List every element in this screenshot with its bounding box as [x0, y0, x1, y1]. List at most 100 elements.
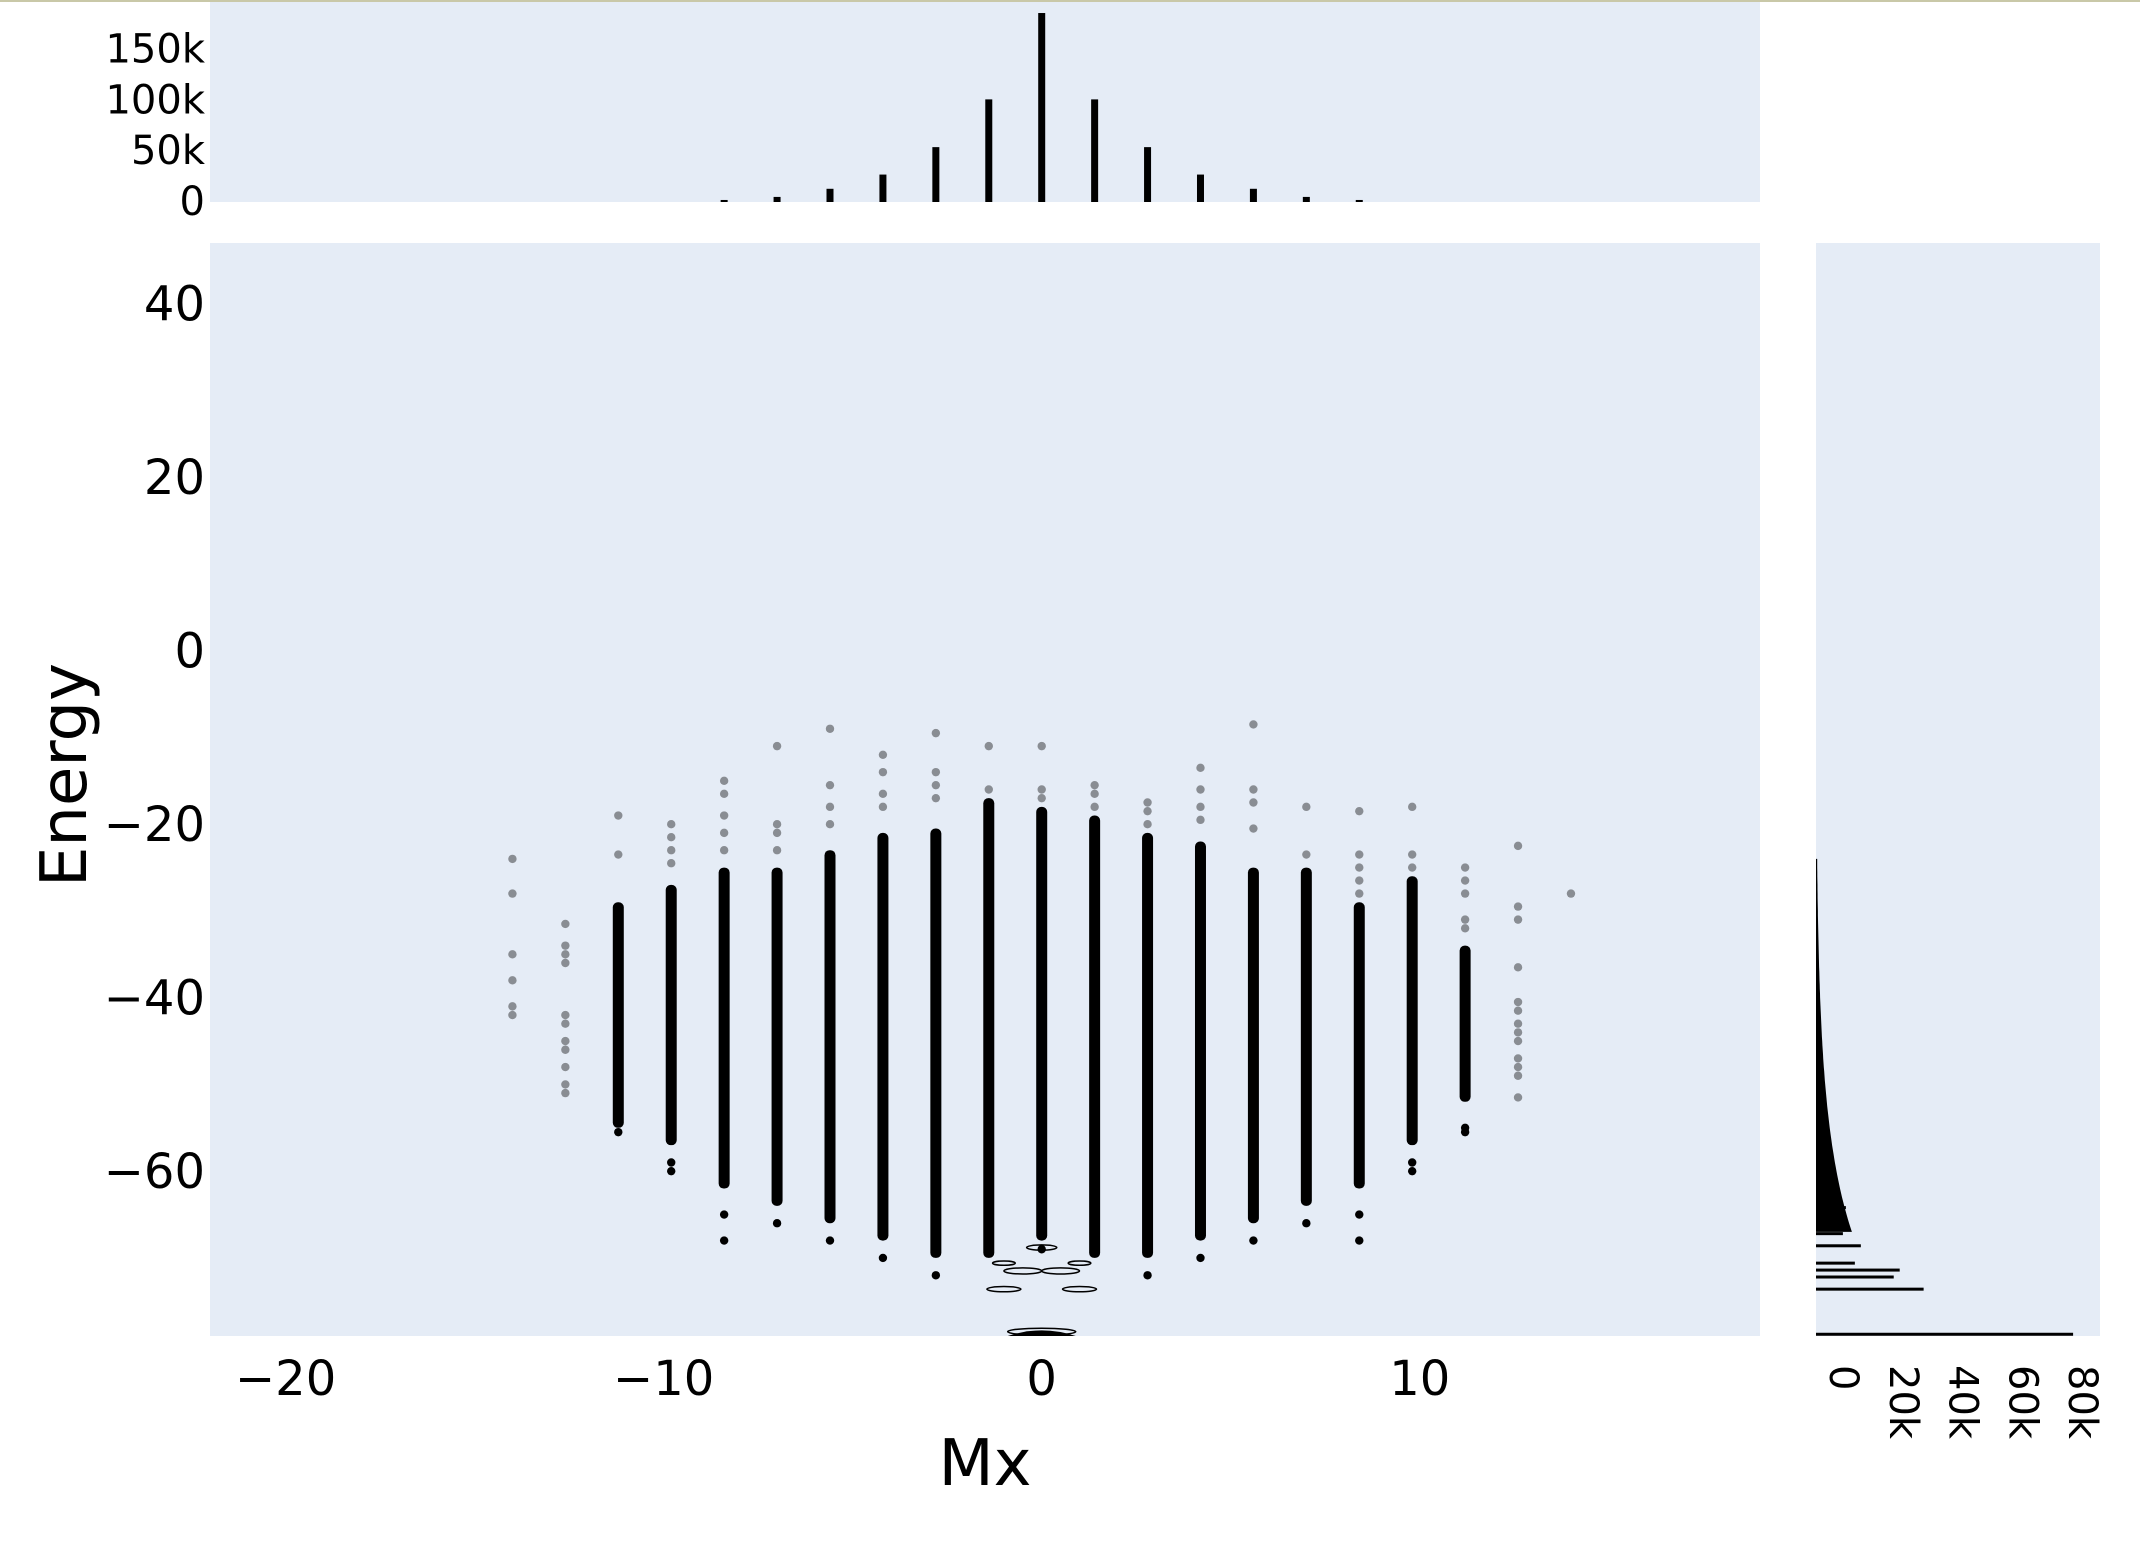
- top-histogram-y-tick-label: 100k: [105, 77, 205, 123]
- top-histogram-bar: [932, 147, 940, 202]
- scatter-point: [1513, 1071, 1523, 1080]
- x-tick-label: 10: [1389, 1351, 1450, 1407]
- scatter-point: [561, 1088, 570, 1098]
- scatter-point: [1037, 793, 1046, 803]
- scatter-point: [1513, 1019, 1523, 1028]
- scatter-point: [1143, 819, 1152, 829]
- scatter-point: [1090, 802, 1099, 812]
- top-histogram-y-tick-label: 0: [180, 179, 205, 225]
- top-histogram-bars: [720, 13, 1363, 203]
- top-histogram-bar: [1249, 188, 1257, 202]
- scatter-point: [1196, 785, 1205, 794]
- scatter-point: [1460, 924, 1470, 933]
- top-histogram-bar: [773, 196, 781, 202]
- scatter-point: [719, 1210, 729, 1219]
- y-tick-label: 40: [144, 277, 205, 333]
- top-histogram-bar: [1196, 174, 1204, 202]
- scatter-point: [667, 859, 676, 868]
- scatter-point: [1143, 806, 1152, 816]
- y-tick-label: −20: [104, 797, 205, 853]
- scatter-point: [1090, 789, 1099, 799]
- top-histogram-y-tick-label: 150k: [105, 27, 205, 73]
- scatter-point: [1566, 889, 1576, 898]
- dense-column: [665, 884, 677, 1146]
- scatter-point: [561, 919, 570, 929]
- main-scatter: −20 −10 0 10 40 20 0 −20 −40 −60 Mx Energy: [28, 243, 1760, 1501]
- right-histogram-x-tick-label: 80k: [2059, 1365, 2105, 1440]
- scatter-point: [1249, 798, 1258, 807]
- scatter-point: [667, 819, 676, 829]
- scatter-point: [508, 889, 517, 898]
- scatter-point: [931, 793, 941, 803]
- scatter-point: [508, 1010, 517, 1020]
- scatter-point: [1249, 720, 1258, 729]
- right-histogram-plot-area: [1816, 243, 2100, 1336]
- contour-line: [991, 1260, 1016, 1267]
- scatter-point: [1407, 1158, 1417, 1167]
- right-histogram-bar: [1816, 1206, 1846, 1210]
- right-histogram-bar: [1816, 1275, 1894, 1279]
- scatter-point: [1355, 1236, 1364, 1245]
- top-histogram-bar: [1355, 199, 1363, 202]
- scatter-point: [825, 802, 835, 812]
- dense-column: [1353, 902, 1365, 1189]
- scatter-point: [772, 819, 782, 829]
- scatter-point: [1249, 1236, 1258, 1245]
- contour-line: [1025, 1244, 1058, 1251]
- scatter-point: [508, 1002, 517, 1011]
- top-histogram-plot-area: [210, 2, 1760, 202]
- right-histogram-bar: [1816, 1261, 1855, 1265]
- scatter-point: [1407, 850, 1417, 859]
- scatter-point: [667, 1158, 676, 1167]
- scatter-point: [1513, 997, 1523, 1007]
- top-border-line: [0, 0, 2140, 2]
- top-histogram-bar: [1144, 147, 1152, 202]
- dense-column: [1247, 867, 1259, 1224]
- scatter-point: [1196, 802, 1205, 812]
- y-tick-label: −60: [104, 1144, 205, 1200]
- y-tick-label: −40: [104, 971, 205, 1027]
- top-histogram-y-tick-label: 50k: [131, 128, 206, 174]
- contour-core: [1007, 1330, 1076, 1336]
- density-contours: [986, 1244, 1098, 1336]
- dense-column: [877, 832, 889, 1241]
- scatter-point: [878, 789, 888, 799]
- contour-line: [986, 1285, 1022, 1293]
- right-histogram-bar: [1816, 1232, 1843, 1236]
- scatter-point: [614, 1127, 623, 1137]
- x-tick-label: −20: [235, 1351, 336, 1407]
- scatter-point: [719, 1236, 729, 1245]
- right-histogram: 0 20k 40k 60k 80k: [1816, 243, 2105, 1440]
- contour-line: [1067, 1260, 1092, 1267]
- top-histogram-bar: [1302, 196, 1310, 202]
- dense-column: [1036, 806, 1048, 1241]
- y-tick-label: 0: [174, 624, 205, 680]
- scatter-point: [825, 819, 835, 829]
- dense-column: [824, 850, 836, 1224]
- dense-column: [1194, 841, 1206, 1241]
- scatter-point: [1460, 876, 1470, 885]
- scatter-point: [719, 846, 729, 855]
- scatter-point: [1302, 850, 1311, 859]
- scatter-point: [1460, 863, 1470, 872]
- right-histogram-x-tick-label: 20k: [1880, 1365, 1926, 1440]
- right-histogram-bar: [1816, 1332, 2074, 1336]
- dense-column: [1459, 945, 1471, 1102]
- scatter-point: [561, 1062, 570, 1072]
- scatter-point: [825, 724, 835, 733]
- top-histogram-bar: [879, 174, 887, 202]
- scatter-point: [508, 854, 517, 864]
- scatter-point: [667, 846, 676, 855]
- scatter-point: [1513, 841, 1523, 851]
- dense-column: [718, 867, 730, 1189]
- right-histogram-bars: [1816, 858, 2074, 1336]
- right-histogram-tail: [1816, 858, 1852, 1232]
- top-histogram-bar: [985, 99, 993, 202]
- x-axis-title: Mx: [938, 1427, 1031, 1501]
- right-histogram-bar: [1816, 1244, 1861, 1248]
- scatter-point: [772, 1219, 782, 1228]
- scatter-point: [508, 976, 517, 985]
- scatter-point: [1302, 802, 1311, 812]
- scatter-point: [1513, 1062, 1523, 1072]
